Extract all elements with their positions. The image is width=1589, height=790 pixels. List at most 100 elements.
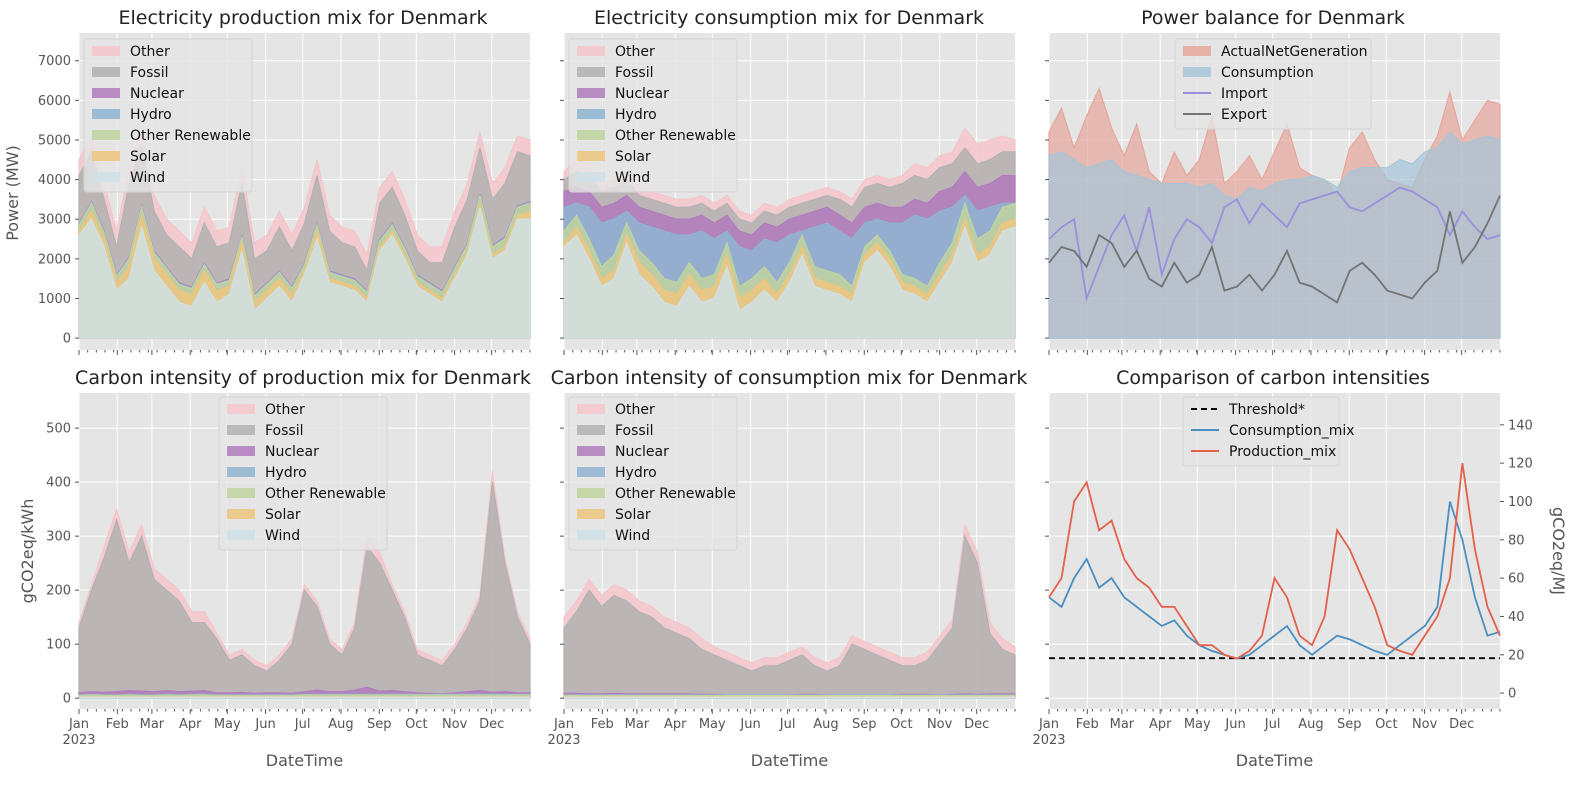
- x-tick-label: Sep: [1337, 717, 1362, 732]
- y-tick-label: 400: [46, 476, 71, 491]
- legend-swatch: [577, 109, 605, 119]
- legend-swatch: [227, 509, 255, 519]
- legend-swatch: [92, 46, 120, 56]
- legend-label: ActualNetGeneration: [1221, 44, 1368, 60]
- legend-label: Export: [1221, 107, 1267, 123]
- area-wind: [563, 696, 1016, 699]
- legend-label: Other Renewable: [265, 486, 386, 502]
- legend-label: Other Renewable: [615, 128, 736, 144]
- area-wind: [78, 207, 531, 339]
- legend-swatch: [577, 446, 605, 456]
- y-tick-label: 2000: [38, 252, 71, 267]
- y-tick-label: 6000: [38, 94, 71, 109]
- legend-swatch: [92, 172, 120, 182]
- x-tick-label: Oct: [1375, 717, 1397, 732]
- y-tick-label: 0: [63, 692, 71, 707]
- legend-box: [568, 396, 738, 551]
- line-import: [1048, 186, 1501, 302]
- legend-swatch: [577, 67, 605, 77]
- legend-swatch: [227, 404, 255, 414]
- y2-tick-label: 80: [1508, 533, 1525, 548]
- x-tick-label: Feb: [1076, 717, 1099, 732]
- legend-label: Hydro: [615, 107, 657, 123]
- legend-label: Other: [265, 402, 305, 418]
- legend-label: Hydro: [265, 465, 307, 481]
- panel-carbon-production: 0 100 200 300 400 500 gCO2eq/kWh Jan Feb Mar Apr Ma…: [18, 367, 531, 770]
- x-year-label: 2023: [62, 733, 95, 748]
- x-tick-label: Jul: [294, 717, 311, 732]
- y2-tick-label: 140: [1508, 418, 1533, 433]
- chart-title: Power balance for Denmark: [1141, 7, 1405, 29]
- chart-title: Electricity consumption mix for Denmark: [594, 7, 984, 29]
- y2-tick-label: 100: [1508, 495, 1533, 510]
- legend-label: Hydro: [130, 107, 172, 123]
- x-tick-label: Sep: [367, 717, 392, 732]
- legend-box: [1182, 396, 1340, 467]
- x-tick-label: Jun: [254, 717, 275, 732]
- legend-label: Wind: [265, 528, 300, 544]
- x-tick-label: Dec: [964, 717, 989, 732]
- x-tick-label: Feb: [106, 717, 129, 732]
- chart-title: Carbon intensity of production mix for D…: [75, 367, 531, 389]
- area-wind: [78, 696, 531, 699]
- legend-swatch: [1183, 67, 1211, 77]
- legend-box: [83, 38, 253, 193]
- legend-label: Solar: [265, 507, 301, 523]
- x-tick-label: Apr: [1149, 717, 1172, 732]
- y-tick-label: 0: [63, 332, 71, 347]
- y-tick-label: 300: [46, 530, 71, 545]
- legend-label: Other Renewable: [130, 128, 251, 144]
- x-tick-label: Jan: [553, 717, 574, 732]
- legend-label: Nuclear: [615, 444, 669, 460]
- y2-tick-label: 120: [1508, 457, 1533, 472]
- legend-swatch: [577, 151, 605, 161]
- legend: Other Fossil Nuclear Hydro Other Renewable So…: [568, 38, 738, 193]
- x-tick-label: Apr: [664, 717, 687, 732]
- legend-swatch: [92, 67, 120, 77]
- x-tick-label: Jul: [779, 717, 796, 732]
- legend-swatch: [92, 151, 120, 161]
- panel-consumption-mix: Electricity consumption mix for Denmark O…: [560, 7, 1016, 355]
- legend-box: [1174, 38, 1372, 130]
- x-tick-label: Jan: [1038, 717, 1059, 732]
- legend-swatch: [577, 46, 605, 56]
- line-consumption-mix: [1048, 501, 1501, 660]
- x-tick-label: Dec: [479, 717, 504, 732]
- y-tick-label: 100: [46, 638, 71, 653]
- panel-power-balance: Power balance for Denmark ActualNetGenera…: [1045, 7, 1501, 355]
- y-tick-label: 4000: [38, 173, 71, 188]
- legend-swatch: [227, 488, 255, 498]
- line-export: [1048, 195, 1501, 304]
- x-tick-label: May: [214, 717, 241, 732]
- x-tick-label: Jun: [1224, 717, 1245, 732]
- y2-axis-label: gCO2eq/MJ: [1549, 507, 1568, 595]
- legend-label: Threshold*: [1228, 402, 1305, 418]
- x-tick-label: Nov: [1412, 717, 1438, 732]
- y-axis-label: gCO2eq/kWh: [18, 499, 37, 604]
- legend-label: Consumption_mix: [1229, 423, 1355, 439]
- x-tick-label: Feb: [591, 717, 614, 732]
- y2-tick-label: 0: [1508, 687, 1516, 702]
- legend-label: Solar: [615, 507, 651, 523]
- chart-title: Comparison of carbon intensities: [1116, 367, 1430, 389]
- legend-swatch: [227, 446, 255, 456]
- legend-label: Nuclear: [265, 444, 319, 460]
- legend-box: [218, 396, 388, 551]
- y-tick-label: 3000: [38, 213, 71, 228]
- panel-carbon-consumption: Jan Feb Mar Apr May Jun Jul Aug Sep Oct Nov Dec 2023…: [547, 367, 1027, 770]
- x-tick-label: Mar: [1110, 717, 1135, 732]
- y-tick-label: 500: [46, 422, 71, 437]
- area-fossil: [563, 533, 1016, 699]
- legend-swatch: [92, 109, 120, 119]
- x-tick-label: Mar: [625, 717, 650, 732]
- legend-swatch: [577, 509, 605, 519]
- legend: Other Fossil Nuclear Hydro Other Renewable So…: [218, 396, 388, 551]
- x-tick-label: Oct: [890, 717, 912, 732]
- legend-label: Hydro: [615, 465, 657, 481]
- legend-swatch: [577, 488, 605, 498]
- x-tick-label: Aug: [1298, 717, 1323, 732]
- panel-production-mix: 0 1000 2000 3000 4000 5000 6000 7000 Power (MW) E…: [3, 7, 531, 355]
- legend-swatch: [227, 530, 255, 540]
- x-tick-label: Nov: [927, 717, 953, 732]
- panel-carbon-comparison: 0 20 40 60 80 100 120 140 gCO2eq/MJ Jan Feb Mar Apr M…: [1032, 367, 1568, 770]
